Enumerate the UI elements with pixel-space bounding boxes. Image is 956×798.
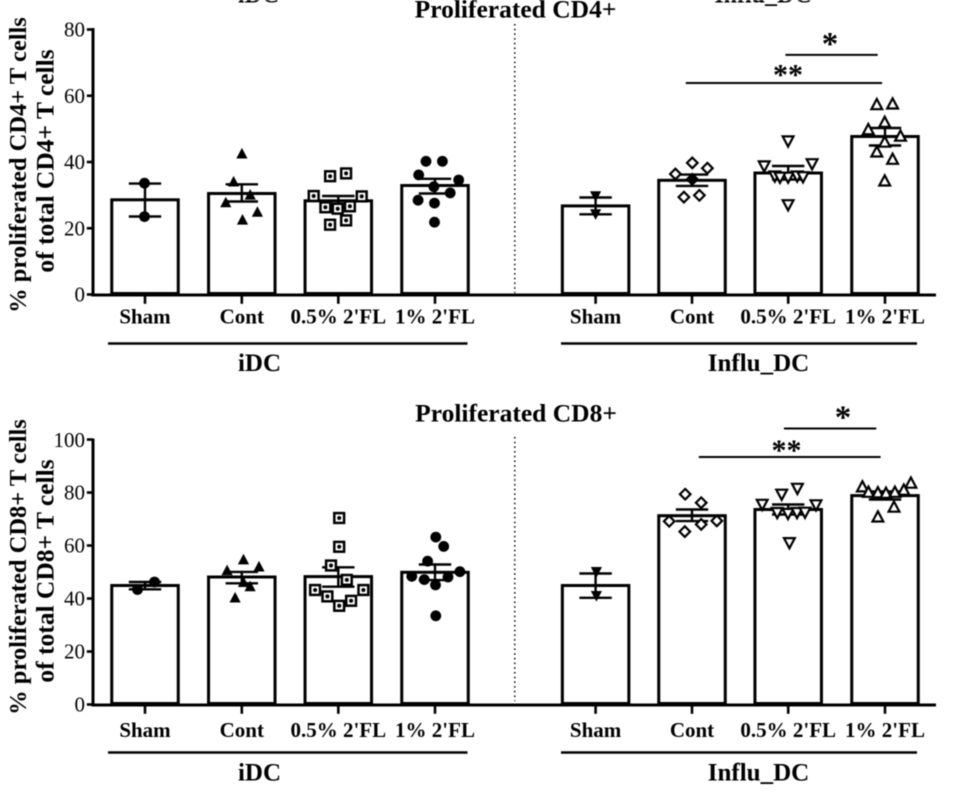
svg-text:1% 2'FL: 1% 2'FL: [395, 305, 475, 329]
svg-text:80: 80: [64, 481, 85, 505]
svg-text:iDC: iDC: [238, 760, 281, 787]
svg-text:Influ_DC: Influ_DC: [708, 760, 809, 787]
svg-text:Sham: Sham: [119, 718, 171, 742]
svg-text:0.5% 2'FL: 0.5% 2'FL: [290, 305, 386, 329]
svg-text:20: 20: [64, 216, 85, 240]
svg-text:Sham: Sham: [570, 718, 622, 742]
svg-text:0.5% 2'FL: 0.5% 2'FL: [740, 718, 836, 742]
svg-text:Proliferated CD8+: Proliferated CD8+: [415, 399, 617, 428]
svg-text:Sham: Sham: [570, 305, 622, 329]
svg-text:Influ_DC: Influ_DC: [708, 350, 809, 377]
svg-text:100: 100: [54, 428, 86, 452]
svg-text:Cont: Cont: [670, 718, 714, 742]
svg-text:of total CD4+ T cells: of total CD4+ T cells: [31, 49, 60, 272]
svg-text:iDC: iDC: [238, 0, 279, 9]
svg-text:40: 40: [64, 587, 85, 611]
svg-text:iDC: iDC: [238, 350, 281, 377]
svg-text:40: 40: [64, 150, 85, 174]
svg-text:Proliferated CD4+: Proliferated CD4+: [415, 0, 617, 24]
svg-text:Cont: Cont: [220, 718, 264, 742]
svg-text:Cont: Cont: [220, 305, 264, 329]
svg-text:0.5% 2'FL: 0.5% 2'FL: [290, 718, 386, 742]
svg-text:1% 2'FL: 1% 2'FL: [395, 718, 475, 742]
svg-text:60: 60: [64, 84, 85, 108]
svg-text:60: 60: [64, 534, 85, 558]
svg-text:0.5% 2'FL: 0.5% 2'FL: [740, 305, 836, 329]
svg-text:Sham: Sham: [119, 305, 171, 329]
svg-text:*: *: [822, 27, 839, 63]
svg-text:1% 2'FL: 1% 2'FL: [845, 305, 925, 329]
svg-text:80: 80: [64, 18, 85, 42]
svg-text:Influ_DC: Influ_DC: [714, 0, 811, 9]
svg-text:0: 0: [75, 283, 86, 307]
svg-text:**: **: [772, 434, 802, 467]
svg-text:20: 20: [64, 640, 85, 664]
svg-text:*: *: [835, 400, 852, 436]
svg-text:0: 0: [75, 693, 86, 717]
svg-text:Cont: Cont: [670, 305, 714, 329]
svg-text:% proliferated CD8+ T cells: % proliferated CD8+ T cells: [5, 419, 32, 715]
svg-text:**: **: [773, 59, 803, 92]
svg-text:of total CD8+ T cells: of total CD8+ T cells: [31, 459, 60, 682]
svg-text:1% 2'FL: 1% 2'FL: [845, 718, 925, 742]
svg-text:% proliferated CD4+ T cells: % proliferated CD4+ T cells: [5, 17, 32, 313]
